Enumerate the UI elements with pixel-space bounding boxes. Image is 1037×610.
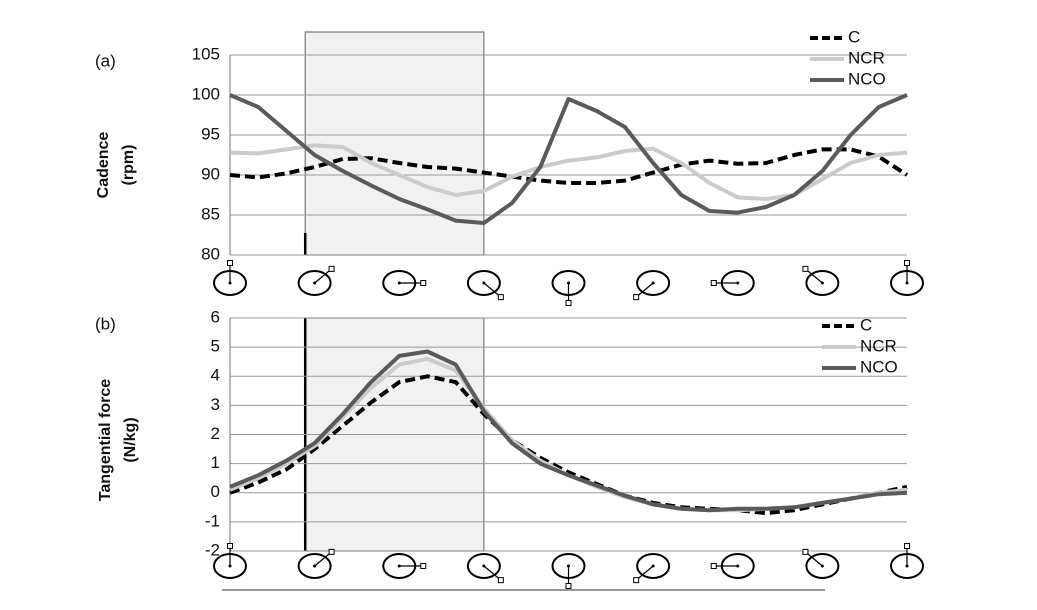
- crank-hub: [228, 564, 232, 568]
- crank-icon: [382, 270, 427, 296]
- crank-hub: [397, 564, 401, 568]
- crank-hub: [313, 564, 317, 568]
- crank-pedal: [633, 294, 640, 301]
- crank-pedal: [710, 563, 717, 569]
- y-tick-label: 85: [201, 204, 220, 223]
- crank-hub: [567, 564, 570, 568]
- crank-icon: [382, 553, 427, 579]
- y-tick-label: 5: [211, 337, 220, 356]
- crank-hub: [736, 564, 740, 568]
- y-tick-label: 95: [201, 124, 220, 143]
- panel-label: (b): [95, 314, 116, 333]
- y-tick-label: 0: [211, 482, 220, 501]
- series-line: [229, 93, 908, 225]
- crank-pedal: [802, 265, 809, 272]
- crank-pedal: [227, 260, 233, 266]
- series-line: [229, 349, 908, 513]
- crank-pedal: [497, 577, 504, 584]
- crank-pedal: [904, 543, 910, 549]
- crank-icon: [710, 553, 755, 579]
- crank-hub: [905, 564, 909, 568]
- y-tick-label: 2: [211, 424, 220, 443]
- panel-label: (a): [95, 51, 116, 70]
- crank-icon: [297, 265, 335, 296]
- crank-icon: [890, 260, 924, 296]
- crank-pedal: [420, 563, 427, 569]
- y-tick-label: 3: [211, 395, 220, 414]
- crank-icon: [890, 543, 924, 579]
- crank-pedal: [802, 548, 809, 555]
- crank-pedal: [565, 300, 572, 306]
- crank-icon: [466, 553, 504, 584]
- crank-pedal: [328, 265, 335, 272]
- crank-hub: [313, 281, 317, 285]
- y-tick-label: 100: [192, 84, 220, 103]
- crank-hub: [820, 564, 824, 568]
- legend-label: NCO: [848, 69, 886, 88]
- crank-hub: [820, 281, 824, 285]
- y-tick-label: 6: [211, 307, 220, 326]
- crank-icon: [802, 548, 840, 579]
- y-tick-label: 1: [211, 453, 220, 472]
- legend-label: C: [848, 27, 860, 46]
- y-tick-label: 90: [201, 164, 220, 183]
- crank-pedal: [227, 543, 233, 549]
- legend-label: NCR: [860, 336, 897, 355]
- crank-icon: [213, 543, 247, 579]
- crank-hub: [567, 281, 570, 285]
- y-axis-label: (N/kg): [122, 417, 139, 462]
- crank-pedal: [633, 577, 640, 584]
- crank-icon: [551, 270, 586, 306]
- legend-label: C: [860, 315, 872, 334]
- y-tick-label: -2: [205, 540, 220, 559]
- y-axis-label: Tangential force: [97, 379, 114, 501]
- crank-icon: [802, 265, 840, 296]
- crank-icon: [466, 270, 504, 301]
- crank-hub: [397, 281, 401, 285]
- crank-hub: [651, 281, 655, 285]
- crank-icon: [633, 553, 671, 584]
- crank-pedal: [710, 280, 717, 286]
- y-tick-label: -1: [205, 511, 220, 530]
- legend-label: NCR: [848, 48, 885, 67]
- crank-pedal: [420, 280, 427, 286]
- crank-pedal: [497, 294, 504, 301]
- crank-hub: [482, 564, 486, 568]
- crank-hub: [905, 281, 909, 285]
- y-tick-label: 105: [192, 44, 220, 63]
- crank-icon: [633, 270, 671, 301]
- crank-pedal: [565, 583, 572, 589]
- y-tick-label: 4: [211, 366, 220, 385]
- crank-pedal: [904, 260, 910, 266]
- legend-label: NCO: [860, 357, 898, 376]
- y-axis-label: (rpm): [120, 145, 137, 186]
- crank-hub: [651, 564, 655, 568]
- crank-pedal: [328, 548, 335, 555]
- crank-icon: [297, 548, 335, 579]
- crank-hub: [482, 281, 486, 285]
- y-tick-label: 80: [201, 244, 220, 263]
- crank-icon: [710, 270, 755, 296]
- crank-icon: [551, 553, 586, 589]
- series-line: [229, 147, 909, 185]
- crank-icon: [213, 260, 247, 296]
- crank-hub: [228, 281, 232, 285]
- crank-hub: [736, 281, 740, 285]
- y-axis-label: Cadence: [95, 132, 112, 199]
- series-line: [229, 374, 908, 516]
